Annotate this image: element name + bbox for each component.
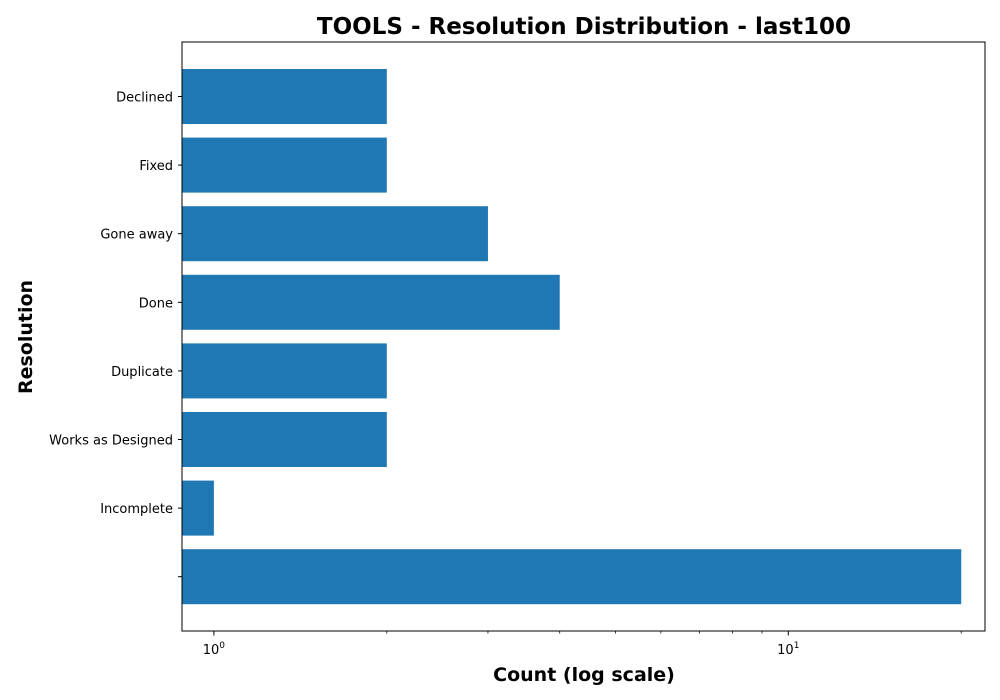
chart-title: TOOLS - Resolution Distribution - last10… (317, 14, 851, 40)
bar (182, 549, 962, 605)
y-axis-label: Resolution (15, 280, 37, 394)
y-tick-label: Declined (116, 91, 173, 106)
bars-group (182, 69, 962, 605)
x-tick-label: 100 (203, 641, 226, 658)
bar (182, 69, 387, 124)
bar (182, 480, 214, 536)
x-tick-label: 101 (777, 641, 799, 658)
x-axis: 100 101 (203, 631, 962, 658)
bar (182, 412, 387, 467)
bar (182, 206, 488, 262)
y-tick-label: Duplicate (111, 365, 173, 380)
y-tick-label: Fixed (139, 159, 173, 174)
y-axis: Declined Fixed Gone away Done Duplicate Works… (49, 91, 182, 578)
y-tick-label: Gone away (100, 228, 173, 243)
x-axis-label: Count (log scale) (493, 664, 675, 686)
y-tick-label: Done (139, 296, 173, 311)
y-tick-label: Works as Designed (49, 434, 173, 449)
plot-frame (181, 41, 986, 632)
bar (182, 343, 387, 399)
y-tick-label: Incomplete (100, 502, 173, 517)
bar (182, 137, 387, 193)
bar (182, 274, 560, 330)
